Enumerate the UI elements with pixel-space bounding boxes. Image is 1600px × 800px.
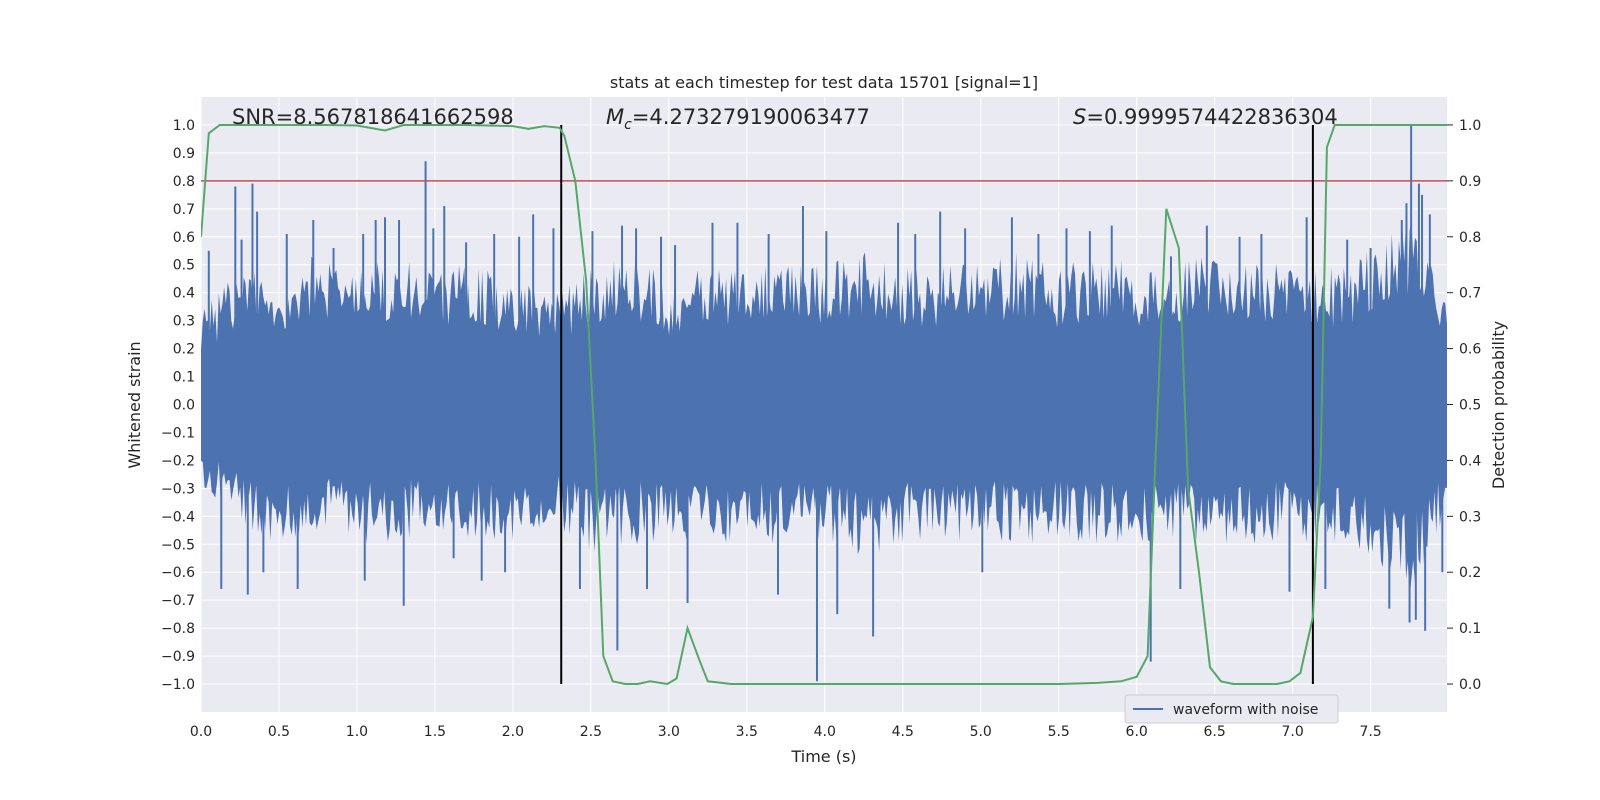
y2-tick-label: 0.6 <box>1459 342 1481 358</box>
y-tick-label: 0.1 <box>173 370 195 386</box>
legend: waveform with noise <box>1124 694 1339 724</box>
x-tick-label: 1.5 <box>424 724 446 740</box>
waveform-series <box>201 215 1447 598</box>
x-tick-label: 4.5 <box>892 724 914 740</box>
x-tick-label: 1.0 <box>346 724 368 740</box>
chirp-mass-subscript: c <box>624 117 632 133</box>
y2-axis-ticks: 1.0 0.9 0.8 0.7 0.6 0.5 0.4 0.3 0.2 0.1 0.0 <box>1447 118 1481 693</box>
y-tick-label: 0.9 <box>173 146 195 162</box>
y-tick-label: 1.0 <box>173 118 195 134</box>
y-tick-label: −0.4 <box>161 509 195 525</box>
x-tick-label: 3.5 <box>736 724 758 740</box>
y-tick-label: −0.9 <box>161 649 195 665</box>
snr-annotation: SNR=8.567818641662598 <box>232 105 514 129</box>
y-tick-label: 0.5 <box>173 258 195 274</box>
x-tick-label: 7.5 <box>1359 724 1381 740</box>
x-tick-label: 2.0 <box>502 724 524 740</box>
y-tick-label: 0.4 <box>173 286 195 302</box>
y-tick-label: 0.6 <box>173 230 195 246</box>
x-tick-label: 3.0 <box>658 724 680 740</box>
x-tick-label: 4.0 <box>814 724 836 740</box>
x-tick-label: 5.0 <box>970 724 992 740</box>
vertical-markers <box>560 124 1314 685</box>
chirp-mass-value: =4.273279190063477 <box>632 105 870 129</box>
y-tick-label: −0.3 <box>161 481 195 497</box>
detection-probability-series <box>201 124 1447 686</box>
x-axis-ticks: 0.0 0.5 1.0 1.5 2.0 2.5 3.0 3.5 4.0 4.5 5.0 5.5 6.0 6… <box>190 724 1382 740</box>
score-annotation: S=0.9999574422836304 <box>1073 105 1338 129</box>
y-tick-label: 0.7 <box>173 202 195 218</box>
y-tick-label: −0.1 <box>161 425 195 441</box>
y2-tick-label: 0.7 <box>1459 286 1481 302</box>
legend-box <box>1124 694 1339 724</box>
y-tick-label: 0.3 <box>173 314 195 330</box>
y2-tick-label: 0.4 <box>1459 453 1481 469</box>
score-value: =0.9999574422836304 <box>1086 105 1337 129</box>
y-tick-label: 0.2 <box>173 342 195 358</box>
x-tick-label: 6.0 <box>1126 724 1148 740</box>
waveform-spikes <box>207 124 1444 682</box>
chart-title: stats at each timestep for test data 157… <box>610 73 1038 92</box>
x-tick-label: 6.5 <box>1204 724 1226 740</box>
chirp-mass-annotation: Mc=4.273279190063477 <box>606 105 870 133</box>
y-axis-ticks: 1.0 0.9 0.8 0.7 0.6 0.5 0.4 0.3 0.2 0.1 0.0 −0.1 −0.… <box>161 118 195 693</box>
x-tick-label: 2.5 <box>580 724 602 740</box>
y2-tick-label: 0.8 <box>1459 230 1481 246</box>
y2-tick-label: 0.2 <box>1459 565 1481 581</box>
y2-tick-label: 0.3 <box>1459 509 1481 525</box>
y2-tick-label: 0.5 <box>1459 398 1481 414</box>
x-tick-label: 7.0 <box>1281 724 1303 740</box>
x-tick-label: 0.5 <box>268 724 290 740</box>
x-tick-label: 0.0 <box>190 724 212 740</box>
y-tick-label: −0.2 <box>161 453 195 469</box>
y2-tick-label: 0.0 <box>1459 677 1481 693</box>
chirp-mass-symbol: M <box>606 105 624 129</box>
y2-tick-label: 1.0 <box>1459 118 1481 134</box>
legend-label: waveform with noise <box>1173 702 1318 718</box>
score-symbol: S <box>1073 105 1086 129</box>
y-tick-label: −0.7 <box>161 593 195 609</box>
y-tick-label: 0.8 <box>173 174 195 190</box>
x-tick-label: 5.5 <box>1048 724 1070 740</box>
x-axis-label: Time (s) <box>790 747 856 766</box>
y2-axis-label: Detection probability <box>1489 321 1508 489</box>
y-axis-label: Whitened strain <box>125 341 144 468</box>
y-tick-label: −1.0 <box>161 677 195 693</box>
y-tick-label: −0.8 <box>161 621 195 637</box>
y-tick-label: 0.0 <box>173 398 195 414</box>
y-tick-label: −0.6 <box>161 565 195 581</box>
y2-tick-label: 0.1 <box>1459 621 1481 637</box>
y2-tick-label: 0.9 <box>1459 174 1481 190</box>
y-tick-label: −0.5 <box>161 537 195 553</box>
